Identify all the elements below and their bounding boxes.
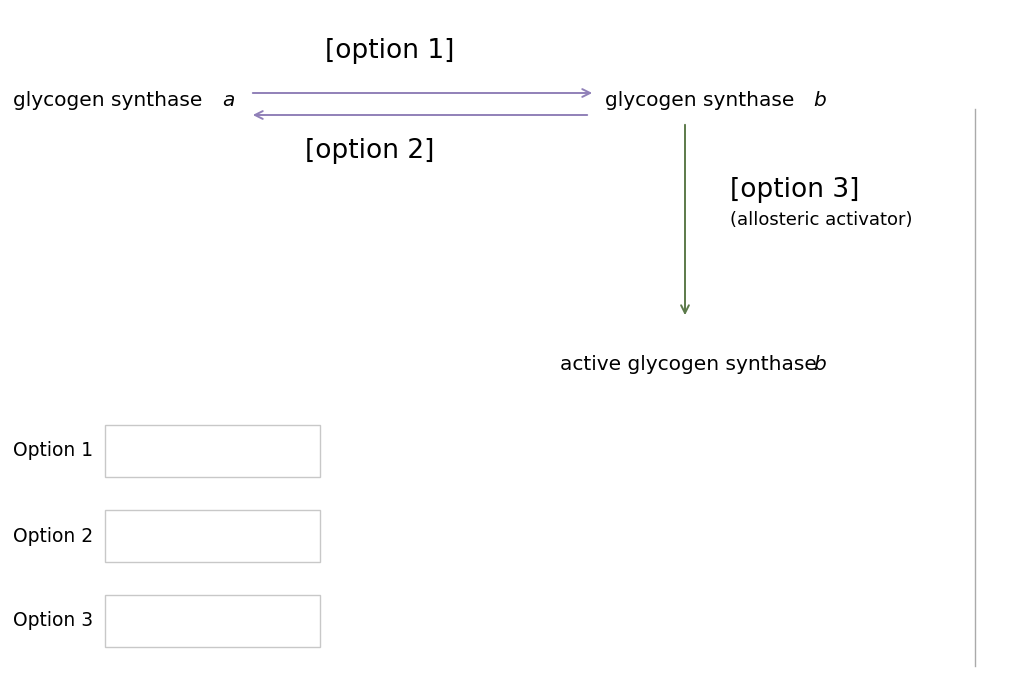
Bar [105, 595, 320, 647]
Text: b: b [812, 356, 825, 375]
Text: glycogen synthase: glycogen synthase [604, 90, 800, 109]
Text: active glycogen synthase: active glycogen synthase [559, 356, 822, 375]
Text: [option 3]: [option 3] [730, 177, 859, 203]
Bar [105, 425, 320, 477]
Bar [105, 510, 320, 562]
Text: (allosteric activator): (allosteric activator) [730, 211, 912, 229]
Text: [option 1]: [option 1] [325, 38, 454, 64]
Text: a: a [222, 90, 234, 109]
Text: [option 2]: [option 2] [305, 138, 434, 164]
Text: glycogen synthase: glycogen synthase [13, 90, 209, 109]
Text: b: b [812, 90, 825, 109]
Text: Option 1: Option 1 [13, 441, 93, 460]
Text: Option 2: Option 2 [13, 526, 93, 545]
Text: Option 3: Option 3 [13, 611, 93, 630]
